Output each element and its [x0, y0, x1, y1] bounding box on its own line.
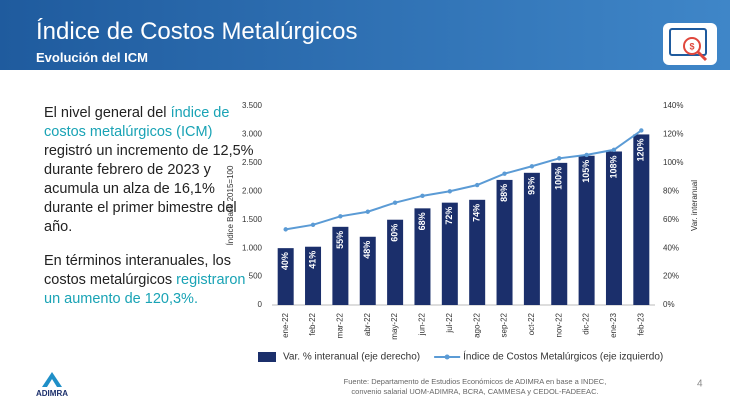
y2-tick-label: 120% — [663, 130, 683, 139]
legend-swatch — [258, 352, 276, 362]
line-marker — [392, 200, 398, 205]
bar-value-label: 60% — [389, 224, 399, 242]
body-text: El nivel general del índice de costos me… — [44, 104, 254, 324]
x-tick-label: dic-22 — [582, 312, 591, 334]
header-band — [0, 0, 730, 70]
paragraph: El nivel general del índice de costos me… — [44, 104, 254, 237]
bar-value-label: 88% — [499, 184, 509, 202]
x-tick-label: feb-23 — [636, 312, 645, 335]
line-marker — [474, 182, 480, 188]
bar — [359, 236, 376, 305]
legend-swatch — [444, 354, 450, 360]
text-run: registró un incremento de 12,5% durante … — [44, 143, 254, 235]
bar — [332, 226, 349, 305]
logo-text: ADIMRA — [36, 389, 68, 398]
line-marker — [557, 156, 562, 161]
line-marker — [338, 214, 343, 219]
line-marker — [584, 152, 589, 158]
y-tick-label: 3.500 — [242, 101, 263, 110]
bar — [305, 246, 322, 305]
x-tick-label: mar-22 — [336, 312, 345, 338]
y2-tick-label: 140% — [663, 101, 683, 110]
line-marker — [529, 164, 535, 169]
text-run: El nivel general del — [44, 105, 171, 121]
x-tick-label: ago-22 — [472, 312, 481, 337]
line-marker — [447, 189, 453, 194]
bar-value-label: 41% — [307, 251, 317, 269]
bar-value-label: 72% — [444, 207, 454, 225]
y-tick-label: 2.000 — [242, 186, 263, 195]
bar — [414, 208, 431, 305]
bar — [578, 155, 595, 305]
line-marker — [420, 193, 425, 199]
x-tick-label: oct-22 — [527, 312, 536, 335]
y2-tick-label: 40% — [663, 243, 679, 252]
bar — [496, 179, 513, 305]
y2-tick-label: 100% — [663, 158, 683, 167]
bar-value-label: 48% — [362, 241, 372, 259]
y-tick-label: 1.500 — [242, 215, 263, 224]
y2-tick-label: 0% — [663, 300, 675, 309]
x-tick-label: jul-22 — [445, 312, 454, 333]
line — [285, 129, 642, 231]
line-marker — [310, 222, 316, 228]
bar-value-label: 68% — [417, 212, 427, 230]
x-tick-label: sep-22 — [500, 312, 509, 337]
y-axis-label: Índice Base 2015=100 — [226, 165, 235, 245]
x-tick-label: may-22 — [390, 312, 399, 339]
line-marker — [283, 227, 288, 232]
bar-value-label: 93% — [526, 177, 536, 195]
y-tick-label: 3.000 — [242, 130, 263, 139]
subtitle: Evolución del ICM — [36, 50, 148, 65]
y2-tick-label: 80% — [663, 186, 679, 195]
source-note: Fuente: Departamento de Estudios Económi… — [344, 377, 607, 386]
text-run: registraron un aumento de 120,3%. — [44, 272, 246, 307]
header-icon: $ — [663, 23, 717, 65]
bar — [633, 134, 650, 305]
bar-value-label: 108% — [608, 155, 618, 178]
bar — [523, 172, 540, 305]
text-run: índice de costos metalúrgicos (ICM) — [44, 105, 230, 140]
x-tick-label: nov-22 — [554, 312, 563, 337]
legend-label: Var. % interanual (eje derecho) — [283, 352, 420, 363]
x-tick-label: ene-23 — [609, 312, 618, 337]
y-tick-label: 1.000 — [242, 243, 263, 252]
bar — [387, 219, 404, 305]
paragraph: En términos interanuales, los costos met… — [44, 252, 254, 309]
bar — [277, 248, 294, 305]
bar-value-label: 100% — [554, 167, 564, 190]
line-marker — [502, 171, 507, 176]
bar-value-label: 74% — [472, 204, 482, 222]
y2-axis-label: Var. interanual — [690, 180, 699, 231]
bar-value-label: 120% — [636, 138, 646, 161]
bar — [551, 162, 568, 305]
legend-label: Índice de Costos Metalúrgicos (eje izqui… — [463, 350, 663, 363]
x-tick-label: ene-22 — [281, 312, 290, 337]
bar — [469, 199, 486, 305]
x-tick-label: feb-22 — [308, 312, 317, 335]
line-marker — [365, 209, 370, 214]
y2-tick-label: 20% — [663, 272, 679, 281]
page-number: 4 — [697, 379, 703, 390]
svg-text:$: $ — [689, 41, 694, 51]
y-tick-label: 0 — [258, 300, 263, 309]
bar-value-label: 105% — [581, 160, 591, 183]
y2-tick-label: 60% — [663, 215, 679, 224]
x-tick-label: abr-22 — [363, 312, 372, 336]
bar-value-label: 55% — [335, 231, 345, 249]
bar — [441, 202, 458, 305]
source-note: convenio salarial UOM-ADIMRA, BCRA, CAMM… — [351, 387, 598, 396]
line-marker — [611, 147, 617, 152]
y-tick-label: 500 — [249, 272, 263, 281]
line-marker — [639, 128, 644, 133]
y-tick-label: 2.500 — [242, 158, 263, 167]
text-run: En términos interanuales, los costos met… — [44, 253, 231, 288]
bar — [605, 151, 622, 305]
bar-value-label: 40% — [280, 252, 290, 270]
x-tick-label: jun-22 — [418, 312, 427, 336]
title: Índice de Costos Metalúrgicos — [36, 18, 358, 45]
logo-mark — [47, 379, 57, 387]
